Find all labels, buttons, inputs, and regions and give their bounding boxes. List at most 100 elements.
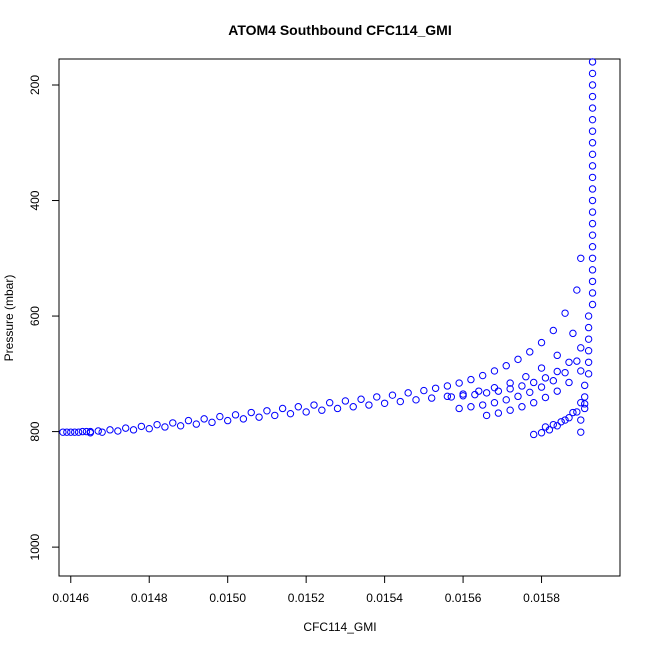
- data-point: [588, 266, 597, 274]
- data-point: [577, 416, 585, 424]
- data-point: [577, 344, 585, 352]
- data-point: [514, 355, 522, 364]
- data-point: [561, 368, 569, 377]
- data-point: [541, 393, 550, 402]
- data-point: [541, 374, 550, 382]
- data-point: [447, 393, 456, 401]
- y-tick-label: 1000: [28, 533, 42, 560]
- data-point: [482, 411, 491, 420]
- data-point: [565, 358, 573, 366]
- data-point: [373, 393, 381, 401]
- data-point: [565, 378, 573, 387]
- data-point: [490, 399, 499, 407]
- data-point: [588, 277, 597, 286]
- data-point: [549, 377, 558, 385]
- data-point: [588, 243, 597, 251]
- data-point: [588, 254, 597, 262]
- data-point: [588, 69, 597, 78]
- data-point: [580, 393, 589, 401]
- data-point: [471, 390, 479, 399]
- data-point: [584, 312, 593, 320]
- data-point: [549, 326, 558, 335]
- data-point: [577, 428, 585, 436]
- data-point: [231, 411, 240, 419]
- data-point: [121, 424, 130, 432]
- data-point: [494, 387, 503, 395]
- data-point: [67, 428, 75, 436]
- data-point: [365, 401, 373, 409]
- x-tick-label: 0.0152: [288, 591, 325, 605]
- x-tick-label: 0.0146: [52, 591, 89, 605]
- data-points: [59, 58, 597, 439]
- data-point: [549, 420, 558, 429]
- data-point: [333, 404, 342, 413]
- data-point: [59, 428, 67, 436]
- x-tick-label: 0.0156: [445, 591, 482, 605]
- data-point: [482, 389, 491, 397]
- data-point: [518, 403, 526, 411]
- data-point: [588, 196, 597, 205]
- data-point: [577, 254, 585, 262]
- data-point: [404, 389, 412, 397]
- data-point: [490, 383, 499, 392]
- data-point: [588, 150, 597, 159]
- data-point: [169, 419, 177, 427]
- data-point: [529, 378, 538, 387]
- data-point: [537, 383, 546, 391]
- data-point: [114, 427, 122, 435]
- x-tick-label: 0.0158: [523, 591, 560, 605]
- data-point: [553, 422, 561, 430]
- data-point: [588, 162, 597, 170]
- y-tick-label: 400: [28, 190, 42, 210]
- data-point: [522, 373, 530, 381]
- data-point: [506, 379, 514, 387]
- data-point: [98, 428, 106, 436]
- data-point: [443, 382, 452, 390]
- data-point: [526, 348, 534, 356]
- chart-title: ATOM4 Southbound CFC114_GMI: [228, 22, 452, 38]
- data-point: [588, 127, 597, 135]
- x-axis: 0.0146 0.0148 0.0150 0.0152 0.0154 0.0156 0.01…: [52, 575, 560, 605]
- data-point: [82, 427, 91, 436]
- data-point: [588, 58, 597, 66]
- data-point: [580, 381, 589, 390]
- data-point: [184, 416, 193, 425]
- data-point: [412, 396, 420, 404]
- data-point: [526, 388, 534, 397]
- data-point: [310, 401, 318, 409]
- data-point: [106, 426, 114, 434]
- data-point: [584, 323, 593, 332]
- data-point: [302, 408, 310, 416]
- data-point: [588, 185, 597, 193]
- x-tick-label: 0.0150: [209, 591, 246, 605]
- data-point: [557, 418, 565, 426]
- data-point: [569, 408, 577, 417]
- data-point: [584, 370, 593, 378]
- data-point: [588, 289, 597, 297]
- data-point: [455, 404, 463, 413]
- data-point: [537, 364, 546, 372]
- data-point: [561, 309, 569, 317]
- data-point: [278, 404, 287, 413]
- data-point: [514, 392, 522, 401]
- data-point: [502, 362, 510, 370]
- x-axis-label: CFC114_GMI: [303, 620, 376, 634]
- data-point: [553, 351, 561, 360]
- data-point: [467, 375, 475, 384]
- data-point: [427, 394, 436, 402]
- data-point: [325, 399, 334, 407]
- data-point: [255, 413, 263, 421]
- data-point: [94, 427, 102, 435]
- data-point: [588, 231, 597, 239]
- data-point: [357, 395, 365, 403]
- data-point: [78, 427, 87, 436]
- data-point: [537, 338, 546, 347]
- data-point: [584, 347, 593, 355]
- data-point: [588, 139, 597, 147]
- data-point: [271, 411, 279, 420]
- data-point: [541, 423, 550, 431]
- data-point: [129, 426, 138, 434]
- y-axis: 200 400 600 800 1000: [28, 75, 60, 560]
- data-point: [577, 399, 585, 407]
